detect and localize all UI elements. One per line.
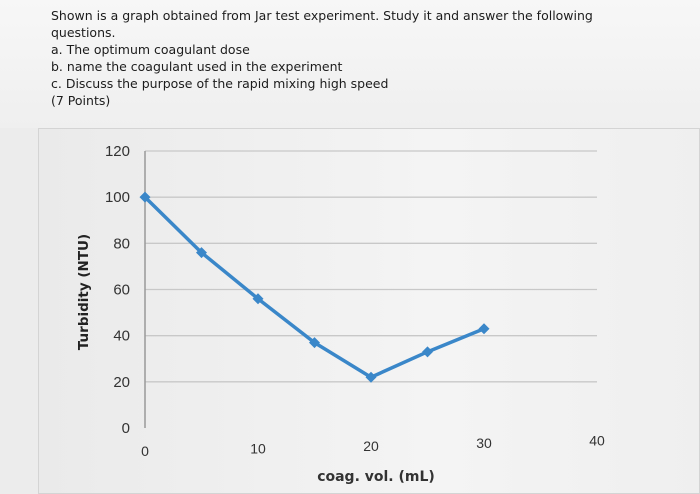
data-point-0-6: [478, 323, 490, 335]
x-tick-label-20: 20: [363, 438, 379, 454]
y-tick-label-60: 60: [113, 282, 130, 299]
question-item-b: b. name the coagulant used in the experi…: [51, 59, 343, 74]
question-text-block: Shown is a graph obtained from Jar test …: [0, 0, 700, 128]
y-tick-label-80: 80: [113, 235, 130, 252]
x-axis-title: coag. vol. (mL): [317, 469, 435, 485]
y-tick-label-0: 0: [122, 420, 130, 437]
y-axis-title: Turbidity (NTU): [76, 234, 92, 350]
y-tick-label-20: 20: [113, 374, 130, 391]
data-point-0-1: [196, 247, 207, 259]
data-point-0-0: [139, 191, 151, 203]
data-point-0-4: [365, 371, 377, 383]
chart-panel: [38, 128, 700, 494]
question-intro: Shown is a graph obtained from Jar test …: [51, 8, 593, 23]
x-tick-label-10: 10: [250, 440, 266, 456]
question-points: (7 Points): [51, 93, 111, 108]
y-tick-label-100: 100: [105, 189, 130, 206]
data-point-0-3: [309, 337, 320, 349]
x-tick-label-0: 0: [141, 443, 149, 459]
question-item-a: a. The optimum coagulant dose: [51, 42, 250, 57]
data-point-0-2: [252, 293, 264, 305]
series-line-0: [143, 195, 486, 379]
x-tick-label-40: 40: [589, 433, 605, 449]
x-tick-label-30: 30: [476, 435, 492, 451]
question-item-c: c. Discuss the purpose of the rapid mixi…: [51, 76, 389, 91]
y-tick-label-40: 40: [113, 328, 130, 345]
question-intro-continued: questions.: [51, 25, 116, 40]
y-tick-label-120: 120: [105, 143, 130, 160]
data-point-0-5: [422, 346, 433, 358]
